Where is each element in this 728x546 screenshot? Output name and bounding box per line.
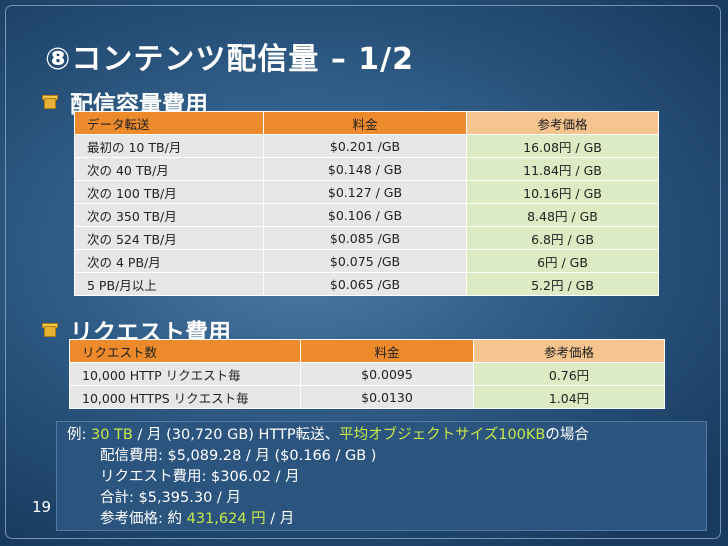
header-price: 料金 [263,111,467,135]
tier-ref-price: 16.08円 / GB [466,134,659,158]
tier-price: $0.201 /GB [263,134,467,158]
tier-label: 最初の 10 TB/月 [74,134,264,158]
request-price: $0.0130 [300,385,474,409]
header-ref-price: 参考価格 [473,339,665,363]
box-bullet-icon [42,94,58,110]
tier-ref-price: 8.48円 / GB [466,203,659,227]
request-ref-price: 1.04円 [473,385,665,409]
box-bullet-icon [42,322,58,338]
tier-label: 次の 100 TB/月 [74,180,264,204]
example-box: 例: 30 TB / 月 (30,720 GB) HTTP転送、平均オブジェクト… [56,421,707,531]
example-request-cost: リクエスト費用: $306.02 / 月 [100,469,300,485]
table-row: 次の 100 TB/月 $0.127 / GB 10.16円 / GB [74,180,659,204]
tier-price: $0.148 / GB [263,157,467,181]
tier-ref-price: 5.2円 / GB [466,272,659,296]
table-row: 次の 350 TB/月 $0.106 / GB 8.48円 / GB [74,203,659,227]
table-row: 次の 40 TB/月 $0.148 / GB 11.84円 / GB [74,157,659,181]
tier-ref-price: 11.84円 / GB [466,157,659,181]
tier-label: 次の 524 TB/月 [74,226,264,250]
tier-ref-price: 6円 / GB [466,249,659,273]
tier-label: 次の 350 TB/月 [74,203,264,227]
header-ref-price: 参考価格 [466,111,659,135]
tier-price: $0.065 /GB [263,272,467,296]
request-label: 10,000 HTTP リクエスト毎 [69,362,301,386]
request-cost-table: リクエスト数 料金 参考価格 10,000 HTTP リクエスト毎 $0.0095… [69,339,665,409]
tier-price: $0.085 /GB [263,226,467,250]
request-ref-price: 0.76円 [473,362,665,386]
request-label: 10,000 HTTPS リクエスト毎 [69,385,301,409]
tier-label: 次の 4 PB/月 [74,249,264,273]
slide-frame [5,5,721,539]
example-total: 合計: $5,395.30 / 月 [100,490,241,506]
table-row: 10,000 HTTPS リクエスト毎 $0.0130 1.04円 [69,385,665,409]
example-delivery-cost: 配信費用: $5,089.28 / 月 ($0.166 / GB ) [100,448,377,464]
header-transfer: データ転送 [74,111,264,135]
example-volume: 30 TB [91,427,133,443]
tier-price: $0.075 /GB [263,249,467,273]
tier-label: 次の 40 TB/月 [74,157,264,181]
table-row: 次の 524 TB/月 $0.085 /GB 6.8円 / GB [74,226,659,250]
tier-ref-price: 6.8円 / GB [466,226,659,250]
example-ref-price: 参考価格: 約 431,624 円 / 月 [100,511,295,527]
example-condition: 平均オブジェクトサイズ100KB [339,427,546,443]
example-intro-line: 例: 30 TB / 月 (30,720 GB) HTTP転送、平均オブジェクト… [67,427,589,443]
table-header-row: データ転送 料金 参考価格 [74,111,659,135]
tier-ref-price: 10.16円 / GB [466,180,659,204]
page-number: 19 [32,498,52,516]
header-price: 料金 [300,339,474,363]
header-request-count: リクエスト数 [69,339,301,363]
tier-price: $0.127 / GB [263,180,467,204]
tier-label: 5 PB/月以上 [74,272,264,296]
request-price: $0.0095 [300,362,474,386]
table-row: 5 PB/月以上 $0.065 /GB 5.2円 / GB [74,272,659,296]
page-title: ⑧コンテンツ配信量 – 1/2 [45,42,414,77]
delivery-cost-table: データ転送 料金 参考価格 最初の 10 TB/月 $0.201 /GB 16.08… [74,111,659,296]
table-row: 最初の 10 TB/月 $0.201 /GB 16.08円 / GB [74,134,659,158]
table-header-row: リクエスト数 料金 参考価格 [69,339,665,363]
table-row: 次の 4 PB/月 $0.075 /GB 6円 / GB [74,249,659,273]
example-ref-value: 431,624 円 [186,511,266,527]
table-row: 10,000 HTTP リクエスト毎 $0.0095 0.76円 [69,362,665,386]
tier-price: $0.106 / GB [263,203,467,227]
